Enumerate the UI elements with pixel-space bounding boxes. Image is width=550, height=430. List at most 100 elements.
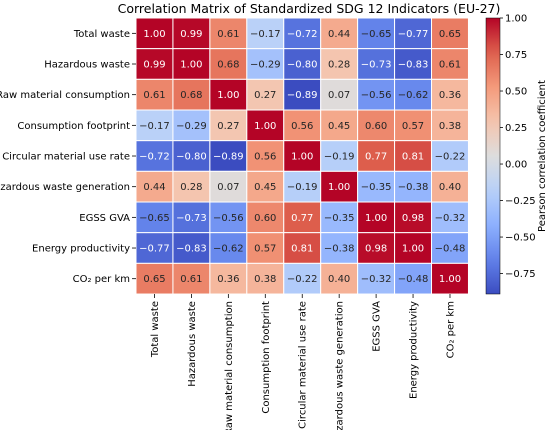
cell-value-label: 0.45 [254,182,276,193]
cell-value-label: 0.36 [217,274,239,285]
column-label: Total waste [150,301,161,358]
heatmap-cell [431,48,469,80]
column-label: Energy productivity [409,301,420,399]
cell-value-label: −0.19 [324,152,355,163]
heatmap-cell [431,140,469,172]
heatmap-cell [431,170,469,203]
cell-value-label: −0.62 [398,90,429,101]
cell-value-label: 1.00 [291,152,313,163]
cell-value-label: 0.28 [328,60,350,71]
column-label: EGSS GVA [372,301,383,352]
heatmap-cell [283,201,322,234]
column-label: Hazardous waste [187,301,198,387]
cell-value-label: 0.65 [143,274,165,285]
column-label: Consumption footprint [261,301,272,414]
cell-value-label: 0.27 [217,121,239,132]
cell-value-label: −0.62 [213,244,244,255]
heatmap-cell [431,109,469,142]
cell-value-label: −0.38 [324,244,355,255]
cell-value-label: −0.56 [213,213,244,224]
heatmap-cell [246,78,285,111]
heatmap-cell [209,232,248,264]
cell-value-label: 0.99 [180,29,202,40]
heatmap-cell [431,262,469,295]
colorbar-tick-label: −0.75 [505,269,536,280]
column-label: Circular material use rate [298,301,309,429]
cell-value-label: −0.48 [398,274,429,285]
cell-value-label: 0.99 [143,60,165,71]
cell-value-label: −0.29 [250,60,281,71]
heatmap-cell [394,48,433,80]
heatmap-cell [135,201,174,234]
colorbar [485,17,501,295]
cell-value-label: 0.28 [180,182,202,193]
cell-value-label: −0.89 [213,152,244,163]
cell-value-label: −0.65 [139,213,170,224]
heatmap-cell [209,262,248,295]
cell-value-label: 0.98 [365,244,387,255]
cell-value-label: 1.00 [180,60,202,71]
cell-value-label: 1.00 [365,213,387,224]
heatmap-cell [283,232,322,264]
colorbar-tick-label: 0.50 [505,87,527,98]
cell-value-label: 1.00 [439,274,461,285]
cell-value-label: 0.27 [254,90,276,101]
cell-value-label: 0.61 [217,29,239,40]
cell-value-label: −0.32 [361,274,392,285]
colorbar-tick-label: 0.00 [505,160,527,171]
heatmap-cell [209,48,248,80]
heatmap-cell [172,262,211,295]
column-label: Raw material consumption [224,301,235,430]
heatmap-cell [394,170,433,203]
cell-value-label: 0.07 [328,90,350,101]
heatmap-cell [357,48,396,80]
cell-value-label: −0.19 [287,182,318,193]
heatmap-cell [283,48,322,80]
heatmap-cell [172,201,211,234]
heatmap-cell [283,78,322,111]
heatmap-cell [320,170,359,203]
heatmap-cell [135,170,174,203]
cell-value-label: −0.48 [435,244,466,255]
cell-value-label: 0.44 [328,29,350,40]
cell-value-label: 0.07 [217,182,239,193]
cell-value-label: −0.80 [287,60,318,71]
heatmap-cell [172,170,211,203]
cell-value-label: −0.22 [435,152,466,163]
heatmap-cell [135,78,174,111]
cell-value-label: 0.77 [365,152,387,163]
cell-value-label: 1.00 [217,90,239,101]
cell-value-label: −0.73 [361,60,392,71]
cell-value-label: 1.00 [254,121,276,132]
cell-value-label: 0.38 [254,274,276,285]
chart-title: Correlation Matrix of Standardized SDG 1… [118,1,501,16]
cell-value-label: 0.36 [439,90,461,101]
cell-value-label: −0.32 [435,213,466,224]
cell-value-label: −0.38 [398,182,429,193]
heatmap-cell [283,170,322,203]
cell-value-label: −0.17 [139,121,170,132]
cell-value-label: −0.17 [250,29,281,40]
heatmap-cell [246,109,285,142]
heatmap-cell [172,17,211,50]
heatmap-cell [246,262,285,295]
cell-value-label: 0.57 [402,121,424,132]
row-label: Total waste [73,29,130,40]
colorbar-tick-label: −0.50 [505,233,536,244]
heatmap-cell [320,262,359,295]
row-label: Hazardous waste generation [0,182,130,193]
heatmap-cell [135,140,174,172]
heatmap-cell [135,232,174,264]
heatmap-cell [431,78,469,111]
cell-value-label: 0.68 [180,90,202,101]
cell-value-label: 0.40 [439,182,461,193]
row-label: Energy productivity [32,244,130,255]
cell-value-label: −0.72 [139,152,170,163]
heatmap-cell [246,170,285,203]
heatmap-cell [320,140,359,172]
heatmap-cell [172,109,211,142]
cell-value-label: 1.00 [402,244,424,255]
heatmap-cell [246,232,285,264]
cell-value-label: −0.29 [176,121,207,132]
